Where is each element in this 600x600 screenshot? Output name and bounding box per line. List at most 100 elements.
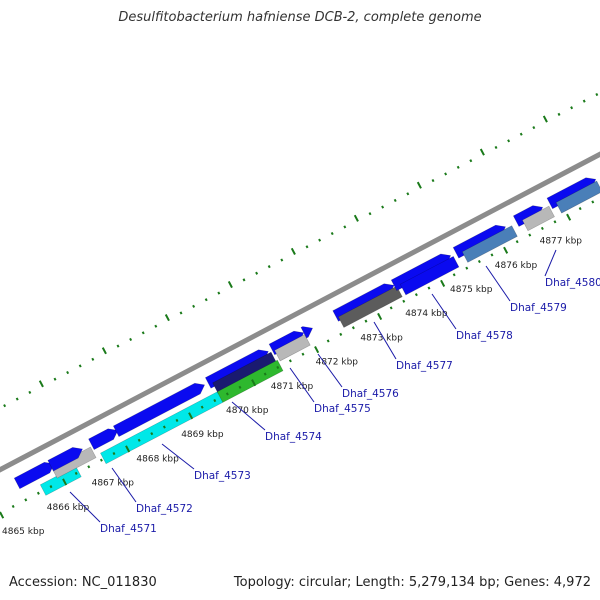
inner-tick — [99, 458, 103, 462]
scale-tick-label: 4868 kbp — [136, 454, 179, 464]
inner-tick — [112, 451, 116, 456]
gene-label[interactable]: Dhaf_4579 — [510, 302, 567, 314]
outer-tick — [570, 106, 574, 110]
gene-label[interactable]: Dhaf_4575 — [314, 403, 371, 415]
outer-tick — [431, 179, 435, 183]
gene-feature[interactable] — [337, 285, 403, 328]
outer-tick — [393, 198, 397, 203]
inner-tick — [188, 412, 194, 420]
outer-tick — [280, 258, 284, 262]
inner-tick — [490, 253, 494, 257]
gene-label[interactable]: Dhaf_4580 — [545, 277, 600, 289]
inner-tick-track — [0, 200, 595, 519]
gene-feature[interactable] — [521, 205, 555, 232]
outer-tick — [353, 214, 359, 222]
gene-leader-line — [289, 367, 315, 403]
outer-tick — [416, 181, 422, 189]
outer-tick — [242, 278, 246, 282]
inner-tick — [213, 398, 217, 403]
scale-tick-label: 4866 kbp — [47, 503, 90, 513]
gene-leader-line — [69, 491, 101, 523]
outer-tick — [318, 238, 322, 242]
feature-track — [13, 177, 600, 496]
inner-tick — [238, 385, 242, 389]
inner-tick — [503, 246, 509, 254]
gene-leader-line — [111, 467, 137, 503]
outer-tick — [28, 390, 32, 394]
outer-tick — [494, 145, 498, 150]
gene-label[interactable]: Dhaf_4573 — [194, 470, 251, 482]
genome-summary-text: Topology: circular; Length: 5,279,134 bp… — [233, 575, 591, 590]
gene-feature[interactable] — [399, 255, 460, 296]
outer-tick — [129, 337, 133, 342]
outer-tick — [15, 397, 19, 401]
gene-feature[interactable] — [274, 334, 311, 362]
gene-feature[interactable] — [47, 447, 83, 472]
gene-feature[interactable] — [555, 180, 600, 214]
inner-tick — [578, 207, 582, 211]
outer-tick — [557, 112, 561, 116]
scale-tick-label: 4865 kbp — [2, 527, 45, 537]
scale-tick-label: 4867 kbp — [92, 479, 135, 489]
inner-tick — [414, 293, 418, 297]
outer-tick — [406, 192, 410, 196]
gene-feature[interactable] — [300, 326, 314, 339]
inner-tick — [276, 365, 280, 370]
gene-label[interactable]: Dhaf_4571 — [100, 523, 157, 535]
scale-tick-label: 4873 kbp — [360, 333, 403, 343]
gene-leader-line — [544, 249, 557, 277]
inner-tick — [553, 220, 557, 224]
inner-tick — [591, 200, 595, 204]
inner-tick — [11, 504, 15, 509]
outer-tick — [204, 298, 208, 302]
inner-tick — [465, 266, 469, 270]
outer-tick — [381, 205, 385, 209]
inner-tick — [515, 240, 519, 244]
scale-labels: 4865 kbp 4866 kbp 4867 kbp 4868 kbp 4869 kbp… — [2, 237, 582, 537]
inner-tick — [402, 299, 406, 303]
gene-feature[interactable] — [51, 446, 97, 479]
gene-feature[interactable] — [461, 225, 518, 263]
outer-tick — [164, 314, 170, 322]
outer-tick — [141, 331, 145, 335]
inner-tick — [540, 226, 544, 231]
inner-tick — [364, 319, 368, 323]
outer-tick — [116, 344, 120, 348]
gene-feature[interactable] — [112, 382, 206, 438]
outer-tick — [343, 225, 347, 229]
outer-tick — [154, 324, 158, 328]
outer-tick — [305, 245, 309, 249]
gene-label[interactable]: Dhaf_4576 — [342, 388, 399, 400]
gene-leader-line — [431, 293, 457, 330]
inner-tick — [351, 326, 355, 330]
gene-label[interactable]: Dhaf_4577 — [396, 360, 453, 372]
inner-tick — [125, 445, 131, 453]
outer-tick — [542, 115, 548, 123]
inner-tick — [326, 339, 330, 343]
inner-tick — [427, 286, 431, 290]
outer-tick — [479, 148, 485, 156]
outer-tick — [91, 357, 95, 361]
gene-feature[interactable] — [88, 428, 119, 451]
outer-tick — [290, 247, 296, 255]
outer-tick — [582, 99, 586, 103]
inner-tick — [440, 279, 446, 287]
inner-tick — [314, 346, 320, 354]
gene-label[interactable]: Dhaf_4574 — [265, 431, 322, 443]
inner-tick — [24, 498, 28, 502]
outer-tick — [519, 132, 523, 136]
inner-tick — [452, 273, 456, 277]
outer-tick — [532, 126, 536, 130]
inner-tick — [566, 213, 572, 221]
gene-label[interactable]: Dhaf_4572 — [136, 503, 193, 515]
scale-tick-label: 4874 kbp — [405, 309, 448, 319]
map-title: Desulfitobacterium hafniense DCB-2, comp… — [118, 10, 482, 25]
inner-tick — [0, 511, 5, 519]
outer-tick — [456, 165, 460, 169]
inner-tick — [150, 432, 154, 436]
gene-leader-line — [485, 265, 511, 302]
gene-label[interactable]: Dhaf_4578 — [456, 330, 513, 342]
gene-feature[interactable] — [100, 391, 224, 465]
outer-tick — [66, 370, 70, 375]
gene-feature[interactable] — [216, 359, 284, 403]
